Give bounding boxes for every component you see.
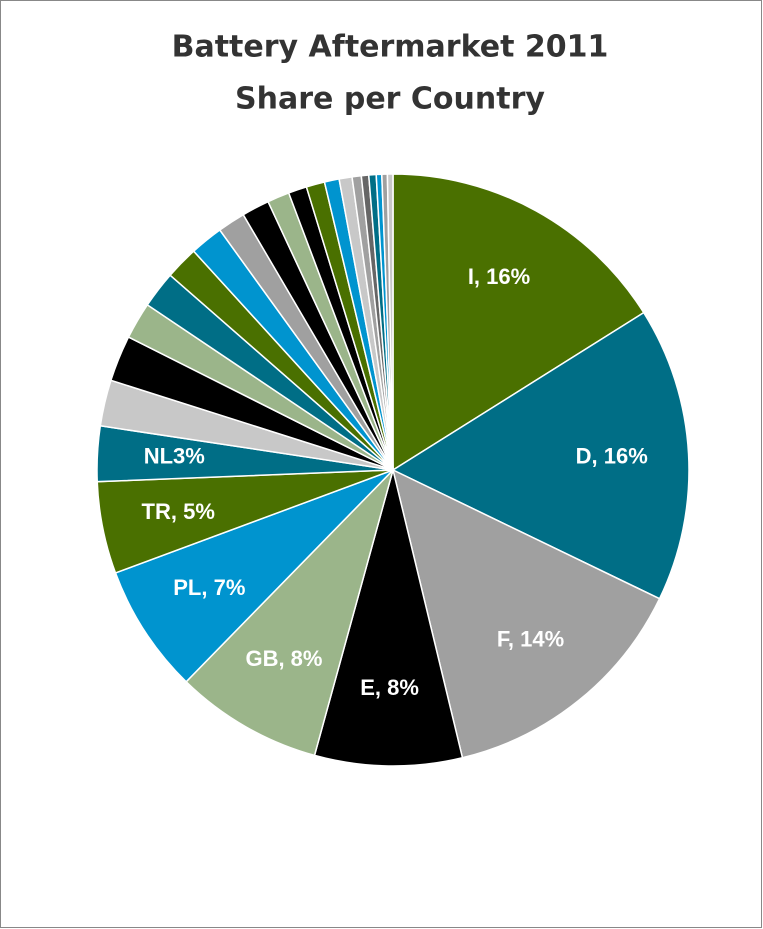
data-label: TR, 5% (142, 499, 215, 524)
chart-title: Battery Aftermarket 2011 (172, 30, 609, 65)
data-label: GB, 8% (245, 646, 322, 671)
chart-title: Share per Country (235, 82, 545, 117)
pie-slice (391, 468, 661, 759)
data-label: E, 8% (360, 675, 419, 700)
data-label: I, 16% (468, 264, 530, 289)
data-label: NL3% (144, 444, 205, 469)
pie-slice (114, 469, 394, 683)
pie-slice (386, 173, 394, 471)
pie-slice (185, 469, 394, 757)
pie-slice (391, 311, 690, 600)
data-label: D, 16% (576, 444, 648, 469)
data-label: PL, 7% (173, 575, 245, 600)
data-label: F, 14% (497, 626, 564, 651)
pie-slice (313, 469, 464, 767)
pie-slice (392, 173, 645, 472)
